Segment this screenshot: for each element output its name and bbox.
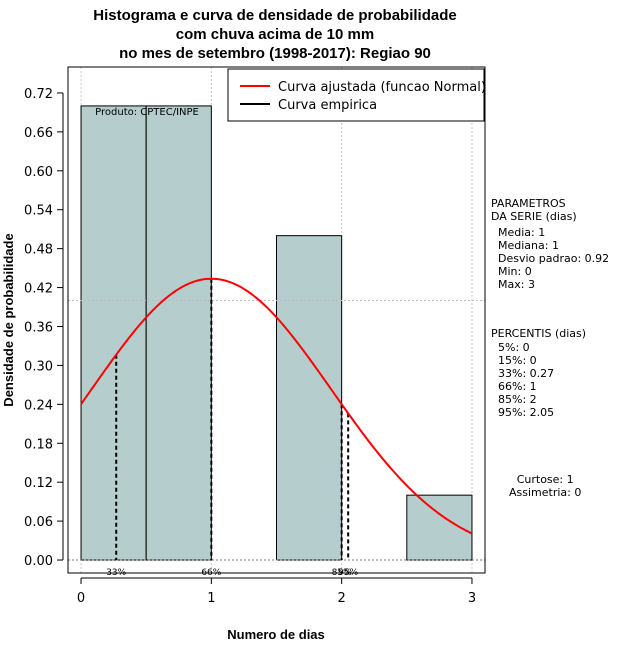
y-tick-label: 0.72 <box>24 87 53 102</box>
normal-curve <box>80 277 473 535</box>
y-tick-label: 0.06 <box>24 515 53 530</box>
x-tick-label: 1 <box>207 591 215 606</box>
credit-label: Produto: CPTEC/INPE <box>95 107 199 118</box>
axes: 0 1 2 3 0.00 0.06 0.12 0.18 0.24 0.30 0.36 0.42 0.48… <box>24 87 476 606</box>
chart-title-line-1: Histograma e curva de densidade de proba… <box>93 7 457 24</box>
y-tick-label: 0.00 <box>24 554 53 569</box>
legend: Curva ajustada (funcao Normal) Curva emp… <box>227 68 486 122</box>
percentis-values: 5%: 0 15%: 0 33%: 0.27 66%: 1 85%: 2 95%… <box>498 341 555 419</box>
histogram-bar <box>145 105 212 561</box>
normal-fit-curve <box>80 277 473 535</box>
plot-frame <box>67 66 486 574</box>
y-tick-label: 0.66 <box>24 126 53 141</box>
params-heading: PARAMETROS DA SERIE (dias) <box>491 197 577 223</box>
legend-box <box>227 68 485 122</box>
y-tick-label: 0.54 <box>24 204 53 219</box>
chart-title-line-3: no mes de setembro (1998-2017): Regiao 9… <box>119 45 431 62</box>
y-tick-label: 0.48 <box>24 243 53 258</box>
y-axis-label: Densidade de probabilidade <box>1 233 16 406</box>
shape-values: Curtose: 1 Assimetria: 0 <box>509 473 582 499</box>
y-tick-label: 0.60 <box>24 165 53 180</box>
x-tick-label: 2 <box>338 591 346 606</box>
percentis-heading: PERCENTIS (dias) <box>491 327 587 340</box>
x-tick-label: 0 <box>77 591 85 606</box>
legend-label-fit: Curva ajustada (funcao Normal) <box>278 80 486 95</box>
reference-line <box>68 300 485 561</box>
y-tick-label: 0.36 <box>24 320 53 335</box>
y-tick-label: 0.42 <box>24 282 53 297</box>
x-tick-label: 3 <box>468 591 476 606</box>
chart-title-line-2: com chuva acima de 10 mm <box>175 26 375 43</box>
histogram-bar <box>276 235 343 561</box>
y-tick-label: 0.24 <box>24 398 53 413</box>
histogram-bar <box>80 105 147 561</box>
x-axis-label: Numero de dias <box>227 627 325 642</box>
y-tick-label: 0.12 <box>24 476 53 491</box>
y-tick-label: 0.30 <box>24 359 53 374</box>
histogram-bars <box>80 105 473 561</box>
y-tick-label: 0.18 <box>24 437 53 452</box>
params-values: Media: 1 Mediana: 1 Desvio padrao: 0.92 … <box>498 226 610 291</box>
legend-label-empirical: Curva empirica <box>278 98 377 113</box>
